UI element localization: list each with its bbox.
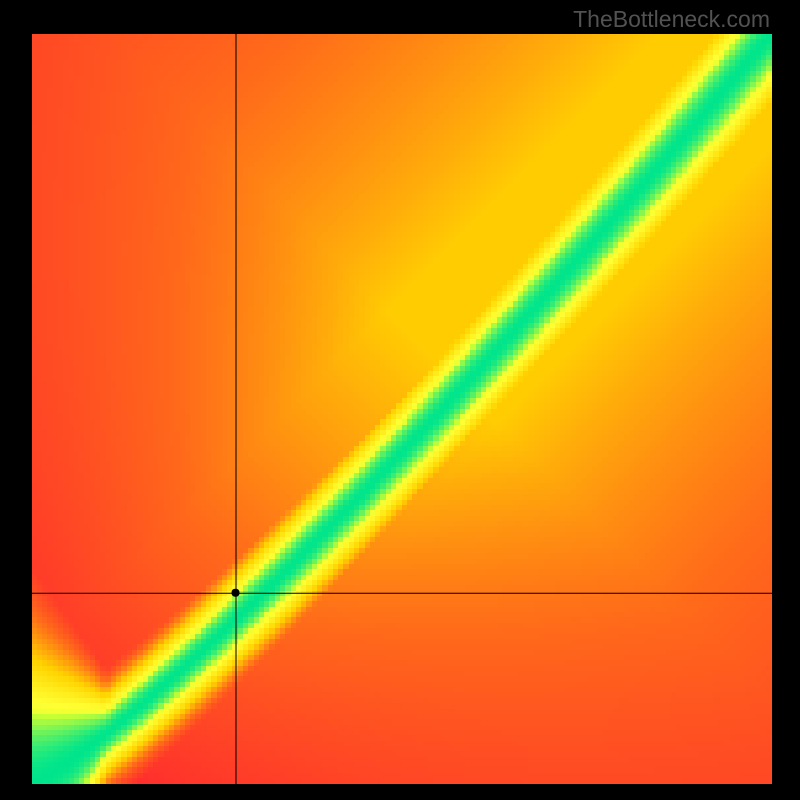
chart-container: TheBottleneck.com: [0, 0, 800, 800]
watermark-text: TheBottleneck.com: [573, 6, 770, 33]
bottleneck-heatmap: [32, 34, 772, 784]
